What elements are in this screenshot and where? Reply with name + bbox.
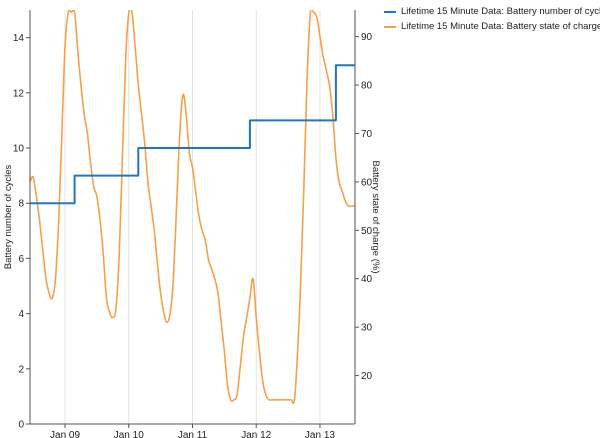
y-right-tick-label: 40	[361, 274, 373, 285]
legend-label-soc: Lifetime 15 Minute Data: Battery state o…	[401, 21, 600, 32]
y-axis-right-title: Battery state of charge (%)	[370, 161, 381, 274]
x-tick-label: Jan 12	[241, 430, 271, 438]
y-left-tick-label: 2	[18, 364, 24, 375]
y-right-tick-label: 30	[361, 323, 373, 334]
y-right-tick-label: 80	[361, 81, 373, 92]
y-axis-left-title: Battery number of cycles	[3, 164, 14, 269]
legend: Lifetime 15 Minute Data: Battery number …	[384, 4, 600, 34]
x-tick-label: Jan 13	[305, 430, 335, 438]
y-left-tick-label: 12	[13, 88, 25, 99]
legend-label-cycles: Lifetime 15 Minute Data: Battery number …	[401, 6, 600, 17]
y-right-tick-label: 70	[361, 129, 373, 140]
y-left-tick-label: 8	[18, 199, 24, 210]
y-right-tick-label: 50	[361, 226, 373, 237]
series-layer	[30, 10, 355, 405]
x-tick-label: Jan 11	[178, 430, 208, 438]
series-line-battery-soc	[30, 10, 355, 405]
series-line-battery-cycles	[30, 64, 355, 205]
y-left-tick-label: 6	[18, 254, 24, 265]
legend-swatch-cycles	[384, 10, 396, 13]
x-axis: Jan 09 Jan 10 Jan 11 Jan 12 Jan 13	[50, 424, 335, 438]
y-axis-right: 20 30 40 50 60 70 80 90	[355, 32, 373, 382]
grid	[64, 10, 321, 424]
y-right-tick-label: 60	[361, 177, 373, 188]
y-left-tick-label: 14	[13, 33, 25, 44]
y-left-tick-label: 10	[13, 144, 25, 155]
y-right-tick-label: 90	[361, 32, 373, 43]
legend-item-soc[interactable]: Lifetime 15 Minute Data: Battery state o…	[384, 19, 600, 34]
y-axis-left: 0 2 4 6 8 10 12 14	[13, 33, 30, 431]
legend-swatch-soc	[384, 25, 396, 28]
x-tick-label: Jan 09	[50, 430, 80, 438]
y-left-tick-label: 0	[18, 420, 24, 431]
x-tick-label: Jan 10	[114, 430, 144, 438]
y-left-tick-label: 4	[18, 309, 24, 320]
y-right-tick-label: 20	[361, 371, 373, 382]
legend-item-cycles[interactable]: Lifetime 15 Minute Data: Battery number …	[384, 4, 600, 19]
